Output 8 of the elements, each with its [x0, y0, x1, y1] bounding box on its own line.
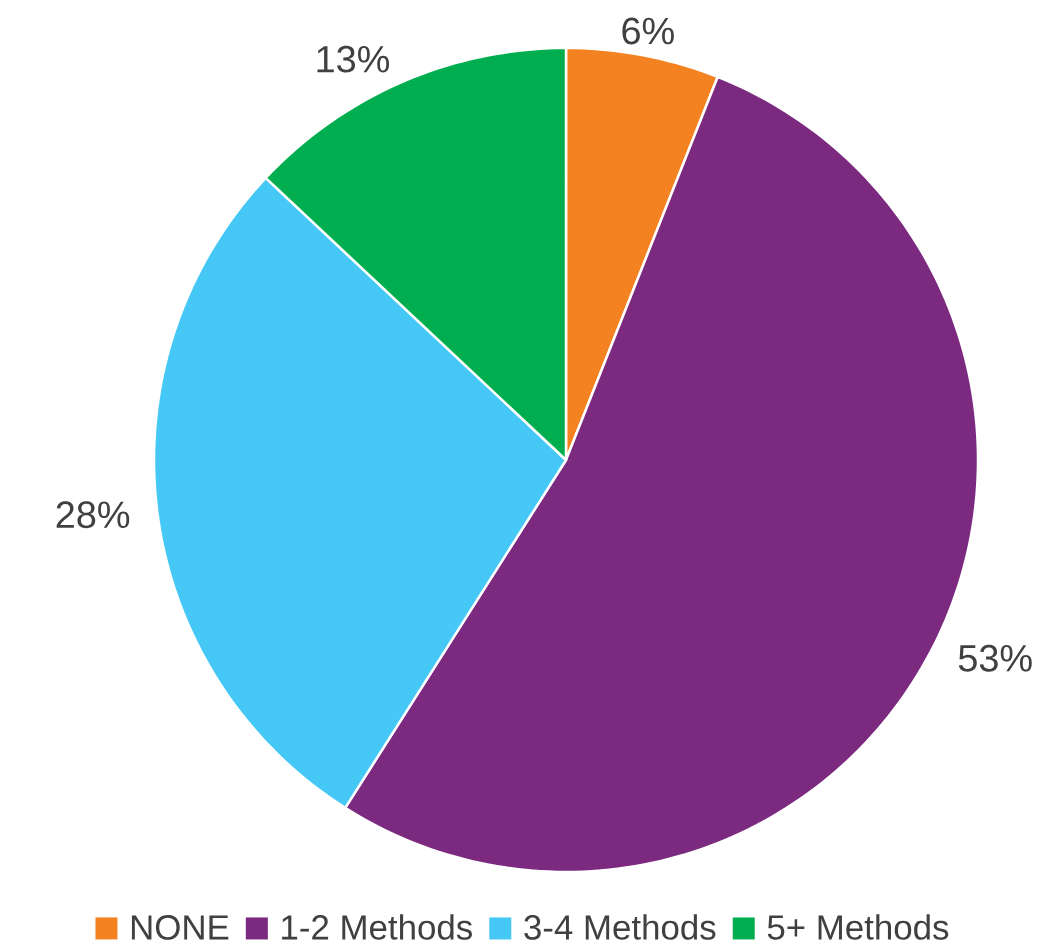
legend-label: 1-2 Methods: [282, 914, 472, 940]
data-label: 53%: [958, 644, 1032, 672]
data-label: 6%: [622, 17, 674, 45]
legend-label: 3-4 Methods: [524, 914, 716, 940]
legend-label: NONE: [131, 915, 229, 940]
legend-label: 5+ Methods: [767, 914, 949, 940]
data-label: 13%: [317, 45, 390, 73]
data-label: 28%: [56, 501, 130, 529]
